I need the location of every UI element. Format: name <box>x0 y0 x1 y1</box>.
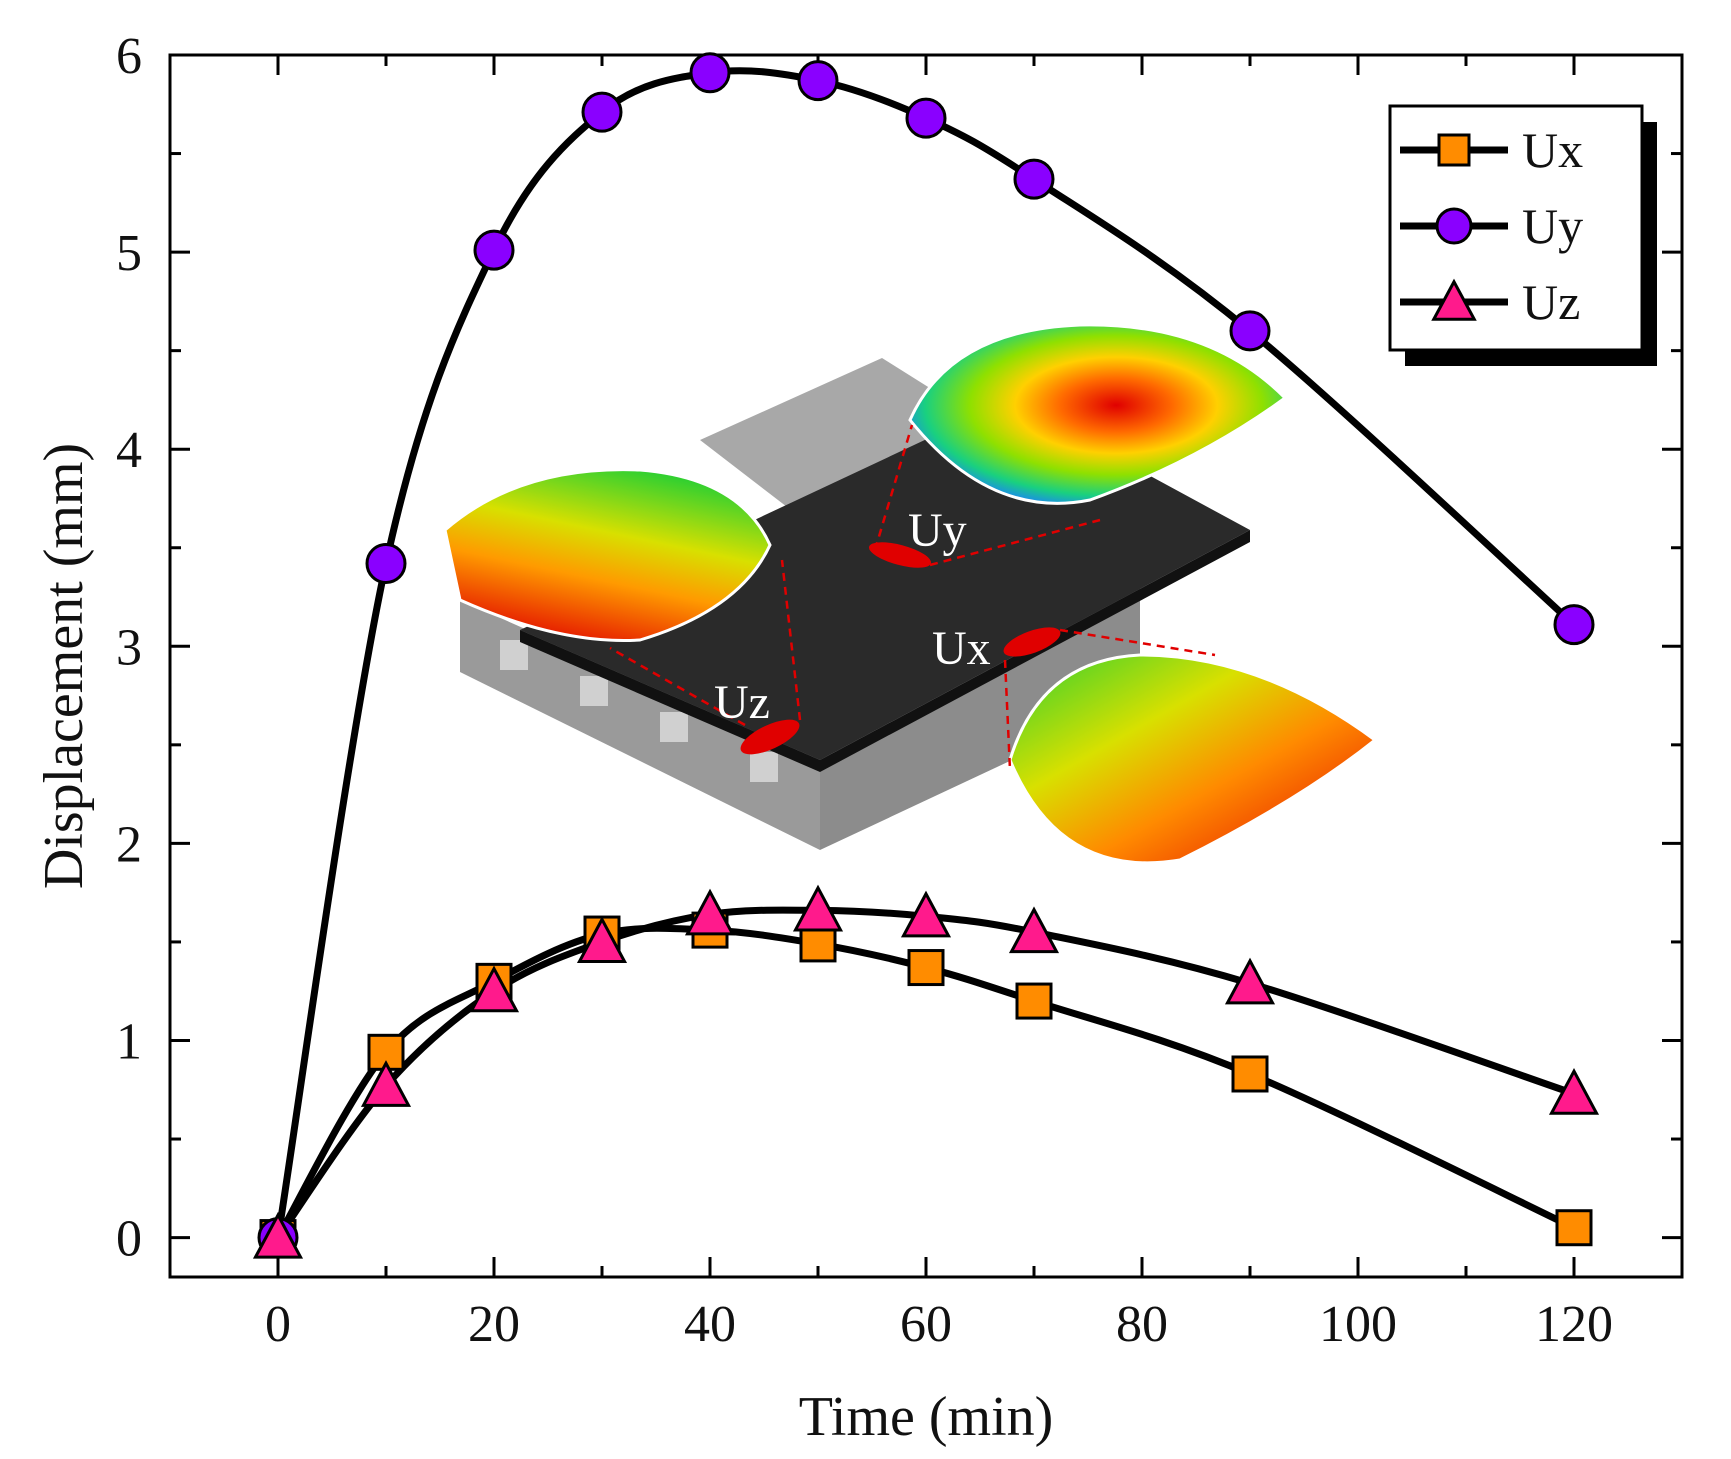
y-tick-label: 2 <box>116 816 142 873</box>
y-tick-label: 5 <box>116 225 142 282</box>
legend-label-uz: Uz <box>1522 274 1580 330</box>
data-point-uy <box>689 52 731 94</box>
y-axis-title: Displacement (mm) <box>33 443 95 889</box>
x-tick-label: 60 <box>900 1296 952 1353</box>
uz-region-marker <box>740 719 800 755</box>
legend-marker-uz <box>1431 278 1477 321</box>
data-point-uy <box>365 543 407 585</box>
y-tick-label: 3 <box>116 619 142 676</box>
legend-label-uy: Uy <box>1522 198 1583 254</box>
data-point-uz <box>684 888 736 936</box>
data-point-uz <box>468 965 520 1013</box>
legend-items: Ux Uy Uz <box>1400 122 1583 330</box>
x-axis-title: Time (min) <box>799 1386 1054 1448</box>
legend-marker-ux <box>1437 133 1471 167</box>
x-tick-label: 80 <box>1116 1296 1168 1353</box>
x-axis: 0 20 40 60 80 100 120 <box>265 55 1613 1353</box>
data-point-ux <box>907 949 945 987</box>
y-tick-label: 1 <box>116 1013 142 1070</box>
legend-label-ux: Ux <box>1522 122 1583 178</box>
data-point-uz <box>360 1060 412 1107</box>
inset-label-uz: Uz <box>714 676 770 729</box>
legend: Ux Uy Uz <box>1388 104 1657 366</box>
x-tick-label: 120 <box>1535 1296 1613 1353</box>
data-point-ux <box>799 925 837 963</box>
girder-side <box>820 600 1140 850</box>
data-point-uy <box>581 91 623 133</box>
data-point-ux <box>367 1033 405 1071</box>
x-tick-label: 100 <box>1319 1296 1397 1353</box>
ux-region-marker <box>1003 627 1061 657</box>
y-tick-label: 6 <box>116 28 142 85</box>
data-point-uz <box>1008 906 1060 954</box>
data-point-uy <box>797 60 839 102</box>
uy-contour-view <box>908 323 1288 505</box>
y-tick-label: 0 <box>116 1211 142 1268</box>
data-point-uy <box>1229 310 1271 352</box>
structure-inset: Uy Ux Uz <box>443 323 1378 865</box>
data-point-uy <box>1013 158 1055 200</box>
data-point-ux <box>1015 982 1053 1020</box>
data-point-uy <box>473 229 515 271</box>
data-point-ux <box>1555 1209 1593 1247</box>
data-point-uz <box>792 884 844 932</box>
data-point-uz <box>252 1211 304 1259</box>
deck-slab-edge <box>520 630 820 772</box>
uz-contour-view <box>443 468 772 642</box>
girder-front <box>460 600 820 850</box>
x-tick-label: 0 <box>265 1296 291 1353</box>
y-axis: 0 1 2 3 4 5 6 <box>116 28 1682 1268</box>
x-tick-label: 20 <box>468 1296 520 1353</box>
data-point-uz <box>900 890 952 938</box>
data-point-uy <box>905 97 947 139</box>
girder-openings <box>500 640 778 782</box>
y-tick-label: 4 <box>116 422 142 479</box>
leader-lines <box>609 424 1216 771</box>
ux-contour-view <box>1008 653 1378 865</box>
uy-region-marker <box>868 542 932 568</box>
inset-label-uy: Uy <box>908 504 967 557</box>
data-point-uz <box>1224 957 1276 1005</box>
legend-marker-uy <box>1435 207 1473 245</box>
data-point-ux <box>1231 1055 1269 1093</box>
series-layer <box>252 52 1600 1259</box>
data-point-uy <box>1553 604 1595 646</box>
data-point-uz <box>576 916 628 963</box>
data-point-uz <box>1548 1067 1600 1115</box>
inset-label-ux: Ux <box>932 622 991 675</box>
x-tick-label: 40 <box>684 1296 736 1353</box>
